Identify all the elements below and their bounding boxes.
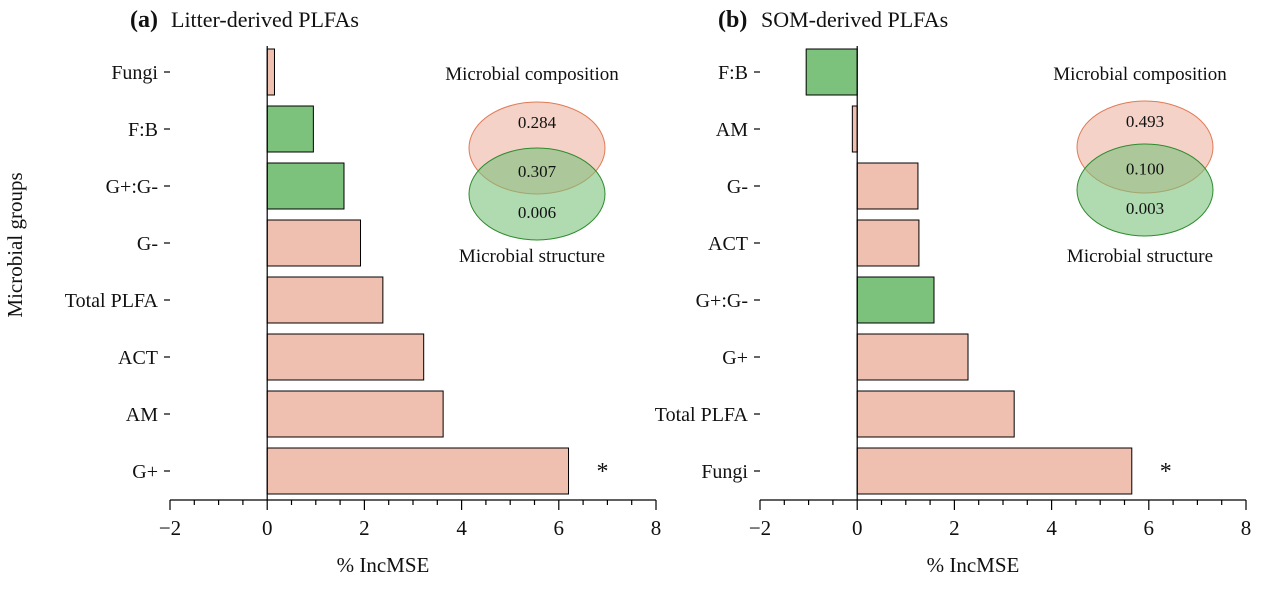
category-label: G+:G- — [106, 176, 158, 198]
venn-top-label: Microbial composition — [1053, 64, 1227, 85]
panel-title: SOM-derived PLFAs — [761, 7, 948, 32]
venn-composition-value: 0.284 — [518, 113, 557, 132]
x-tick-label: −2 — [749, 516, 771, 540]
x-tick-label: 2 — [949, 516, 960, 540]
bar — [851, 105, 858, 153]
bar — [856, 333, 969, 381]
x-tick-label: −2 — [159, 516, 181, 540]
significance-mark: * — [597, 459, 609, 485]
category-label: AM — [126, 404, 158, 426]
category-label: G+ — [722, 347, 748, 369]
panel-a: (a) Litter-derived PLFAs Fungi F:B G+:G- G- To… — [65, 7, 661, 577]
venn-structure-value: 0.006 — [518, 203, 556, 222]
panel-letter: (a) — [130, 7, 158, 33]
category-label: F:B — [128, 119, 158, 141]
category-label: F:B — [718, 62, 748, 84]
category-label: Total PLFA — [655, 404, 749, 426]
bar — [856, 276, 935, 324]
bar — [266, 48, 275, 96]
bar — [856, 390, 1015, 438]
x-tick-label: 0 — [852, 516, 863, 540]
bar — [266, 447, 570, 495]
category-label: AM — [716, 119, 748, 141]
bar — [266, 276, 384, 324]
bar — [266, 162, 345, 210]
panel-letter: (b) — [718, 7, 747, 33]
x-tick-label: 2 — [359, 516, 370, 540]
panel-b: (b) SOM-derived PLFAs F:B AM G- ACT G+:G- G+ Tot… — [655, 7, 1251, 577]
x-axis-label: % IncMSE — [927, 553, 1020, 577]
category-label: Total PLFA — [65, 290, 159, 312]
venn-structure-value: 0.003 — [1126, 199, 1164, 218]
venn-shared-value: 0.307 — [518, 162, 557, 181]
bar — [856, 447, 1133, 495]
venn-top-label: Microbial composition — [445, 64, 619, 85]
category-label: G+ — [132, 461, 158, 483]
significance-mark: * — [1160, 459, 1172, 485]
bar — [266, 390, 444, 438]
x-tick-label: 6 — [554, 516, 565, 540]
x-tick-label: 4 — [456, 516, 467, 540]
x-axis-label: % IncMSE — [337, 553, 430, 577]
bar — [805, 48, 858, 96]
category-label: G- — [137, 233, 158, 255]
venn-shared-value: 0.100 — [1126, 160, 1164, 179]
bar — [266, 105, 314, 153]
bar — [856, 162, 919, 210]
x-tick-label: 4 — [1046, 516, 1057, 540]
x-tick-label: 8 — [1241, 516, 1252, 540]
x-tick-label: 6 — [1144, 516, 1155, 540]
venn-bottom-label: Microbial structure — [1067, 246, 1213, 267]
category-label: G- — [727, 176, 748, 198]
category-label: Fungi — [111, 62, 158, 84]
category-label: Fungi — [701, 461, 748, 483]
bar — [856, 219, 920, 267]
category-label: ACT — [118, 347, 158, 369]
venn-bottom-label: Microbial structure — [459, 246, 605, 267]
venn-structure-ellipse — [468, 147, 606, 241]
venn-structure-ellipse — [1076, 143, 1214, 237]
y-axis-label: Microbial groups — [3, 172, 27, 317]
x-tick-label: 8 — [651, 516, 662, 540]
x-tick-label: 0 — [262, 516, 273, 540]
category-label: G+:G- — [696, 290, 748, 312]
venn-composition-value: 0.493 — [1126, 112, 1164, 131]
panel-title: Litter-derived PLFAs — [171, 7, 359, 32]
category-label: ACT — [708, 233, 748, 255]
bar — [266, 333, 425, 381]
bar — [266, 219, 362, 267]
